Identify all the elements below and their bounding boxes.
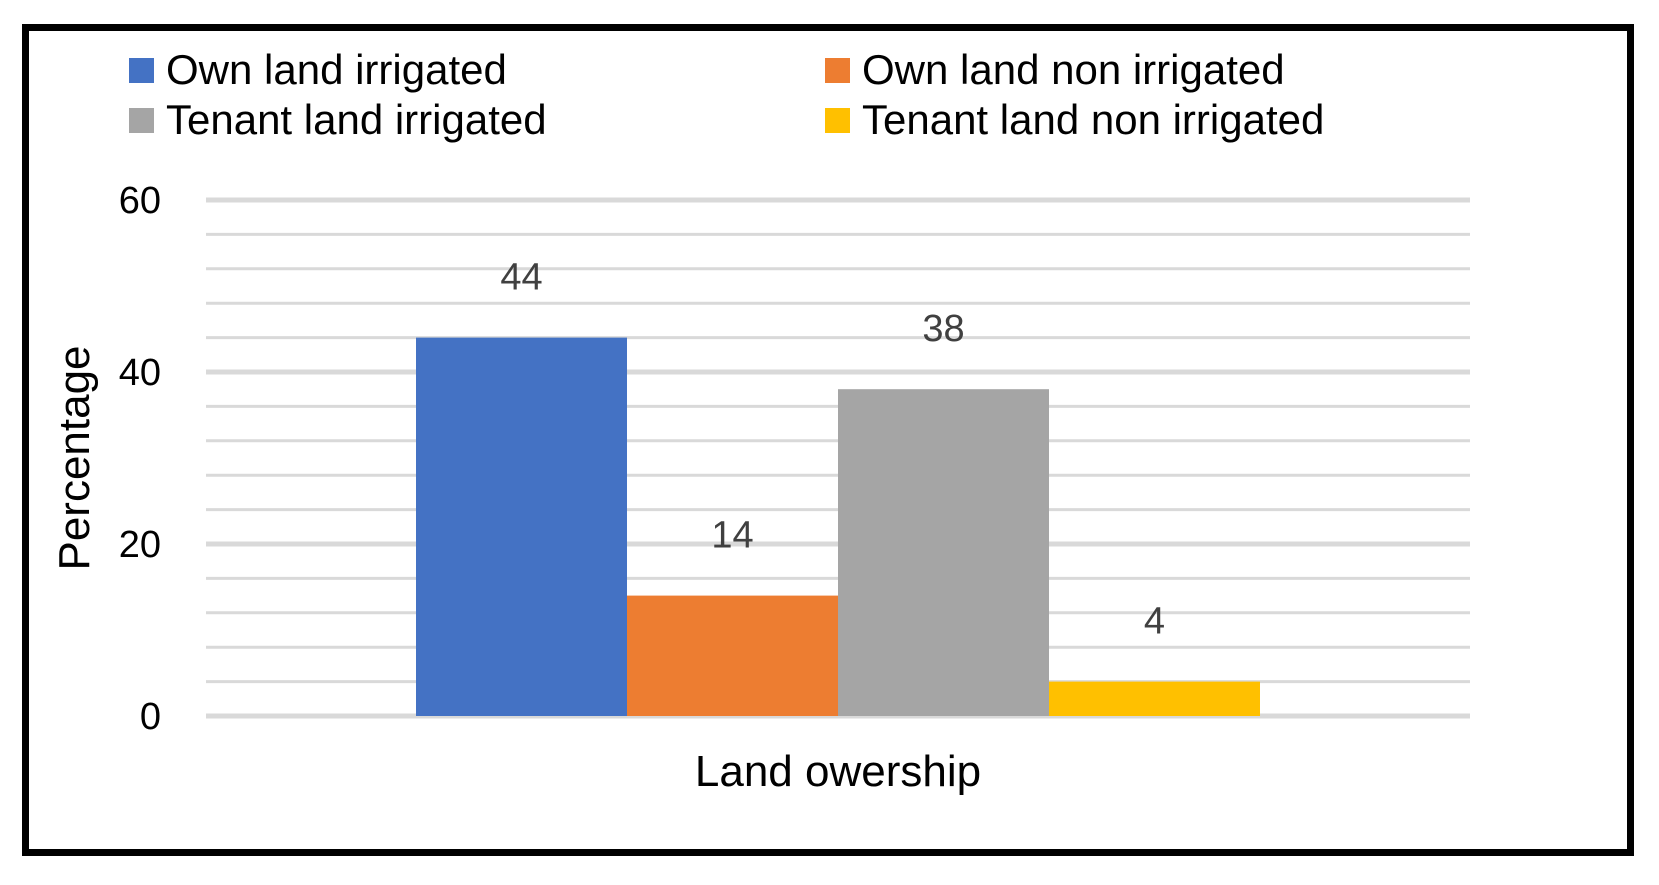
legend-swatch-tenant-non-irrigated: [825, 107, 850, 133]
legend-item-tenant-non-irrigated: Tenant land non irrigated: [825, 99, 1324, 141]
data-label: 44: [500, 257, 542, 299]
legend-swatch-own-non-irrigated: [825, 57, 850, 83]
legend-label-own-irrigated: Own land irrigated: [166, 46, 507, 93]
y-axis-ticks: 0 20 40 60: [119, 180, 161, 738]
legend-label-tenant-non-irrigated: Tenant land non irrigated: [862, 96, 1325, 143]
legend-label-own-non-irrigated: Own land non irrigated: [862, 46, 1285, 93]
legend-swatch-tenant-irrigated: [129, 107, 154, 133]
legend: Own land irrigated Own land non irrigate…: [29, 31, 1641, 181]
data-label: 14: [711, 515, 753, 557]
legend-item-tenant-irrigated: Tenant land irrigated: [129, 99, 547, 141]
bars: [416, 337, 1260, 716]
y-tick-label: 0: [140, 696, 161, 738]
legend-label-tenant-irrigated: Tenant land irrigated: [166, 96, 547, 143]
data-label: 38: [922, 308, 964, 350]
y-tick-label: 40: [119, 352, 161, 394]
chart-frame: Own land irrigated Own land non irrigate…: [22, 24, 1634, 856]
bar-tenant-land-non-irrigated: [1049, 681, 1260, 716]
legend-item-own-non-irrigated: Own land non irrigated: [825, 49, 1285, 91]
chart-plot: 44 14 38 4 0 20 40 60 Percentage Land owership: [50, 180, 1470, 796]
bar-tenant-land-irrigated: [838, 389, 1049, 716]
x-axis-title: Land owership: [695, 747, 981, 796]
data-labels: 44 14 38 4: [500, 257, 1165, 643]
bar-own-land-non-irrigated: [627, 595, 838, 716]
data-label: 4: [1144, 601, 1165, 643]
y-tick-label: 20: [119, 524, 161, 566]
bar-own-land-irrigated: [416, 337, 627, 716]
y-tick-label: 60: [119, 180, 161, 222]
y-axis-title: Percentage: [50, 345, 99, 570]
legend-swatch-own-irrigated: [129, 57, 154, 83]
legend-item-own-irrigated: Own land irrigated: [129, 49, 507, 91]
